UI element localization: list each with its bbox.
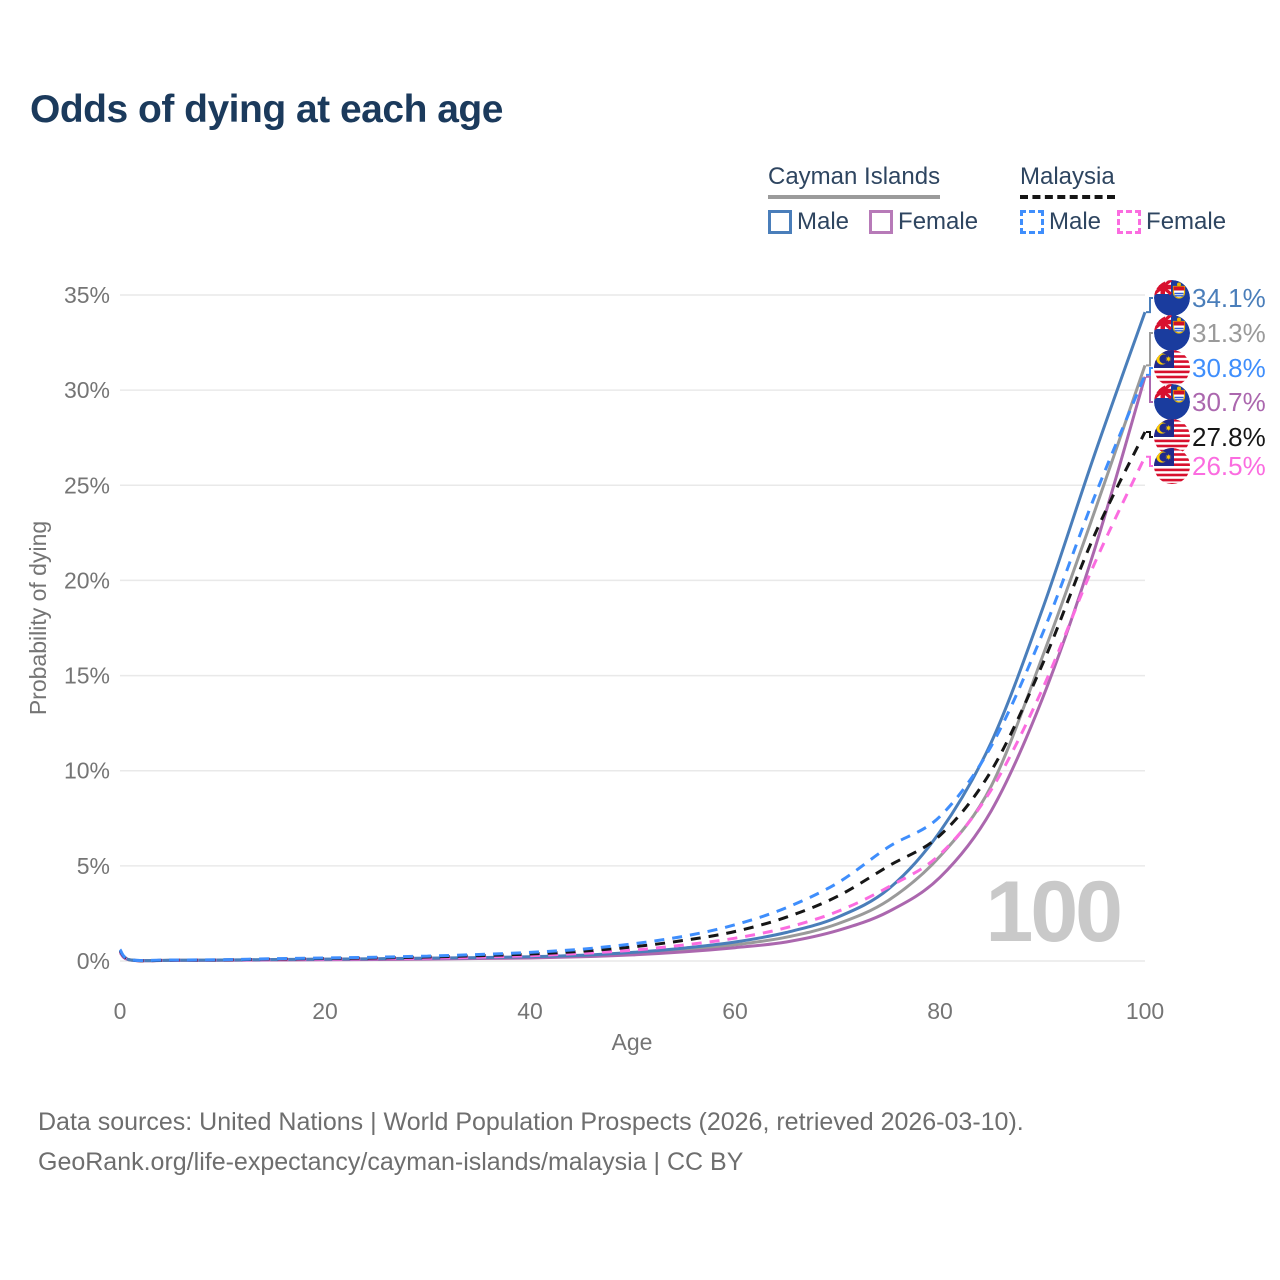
y-tick-label: 15% — [64, 663, 110, 689]
series-line-malaysia-male[interactable] — [118, 374, 1147, 963]
legend-heading-cayman-islands: Cayman Islands — [768, 163, 941, 199]
x-tick-label: 40 — [517, 998, 543, 1024]
page-title: Odds of dying at each age — [30, 88, 503, 131]
end-value-label: 31.3% — [1192, 318, 1266, 348]
end-value-label: 30.7% — [1192, 387, 1266, 417]
cayman-islands-flag-icon — [1154, 280, 1190, 316]
x-axis-title: Age — [612, 1029, 653, 1055]
y-tick-label: 25% — [64, 472, 110, 498]
end-value-label: 27.8% — [1192, 422, 1266, 452]
x-tick-label: 20 — [312, 998, 338, 1024]
end-value-label: 30.8% — [1192, 353, 1266, 383]
cayman-islands-flag-icon — [1154, 384, 1190, 420]
solid-line-swatch-icon — [869, 210, 894, 234]
end-label-connector — [1146, 297, 1153, 314]
end-label-connector — [1146, 455, 1153, 467]
x-tick-label: 80 — [927, 998, 953, 1024]
legend-heading-malaysia: Malaysia — [1020, 163, 1115, 199]
end-value-label: 26.5% — [1192, 451, 1266, 481]
dashed-line-swatch-icon — [1117, 210, 1142, 234]
legend-item-label: Male — [797, 208, 850, 235]
legend-item-label: Female — [1146, 208, 1227, 235]
y-tick-label: 20% — [64, 567, 110, 593]
legend-item-label: Male — [1049, 208, 1102, 235]
cayman-islands-flag-icon — [1154, 315, 1190, 351]
plot-area[interactable]: 0% 5% 10% 15% 20% 25% 30% 35% 0 20 40 60 80 100 100 34.… — [64, 280, 1266, 1024]
data-source-text: Data sources: United Nations | World Pop… — [38, 1108, 1024, 1136]
y-axis-title: Probability of dying — [25, 521, 51, 715]
y-tick-label: 10% — [64, 758, 110, 784]
legend-group-cayman-islands: Cayman Islands Male Female — [768, 163, 998, 236]
attribution-text: GeoRank.org/life-expectancy/cayman-islan… — [38, 1148, 744, 1176]
legend-group-malaysia: Malaysia Male Female — [1020, 163, 1246, 236]
x-tick-label: 100 — [1126, 998, 1164, 1024]
end-label-connector — [1146, 431, 1153, 438]
legend-item-cayman-male[interactable]: Male — [768, 208, 849, 236]
legend-item-cayman-female[interactable]: Female — [869, 208, 978, 236]
age-watermark: 100 — [986, 864, 1121, 960]
legend-item-malaysia-male[interactable]: Male — [1020, 208, 1101, 236]
malaysia-flag-icon — [1154, 448, 1190, 484]
x-tick-label: 60 — [722, 998, 748, 1024]
x-tick-label: 0 — [114, 998, 127, 1024]
end-value-label: 34.1% — [1192, 283, 1266, 313]
dashed-line-swatch-icon — [1020, 210, 1044, 234]
end-label-connector — [1146, 332, 1153, 367]
legend-item-malaysia-female[interactable]: Female — [1117, 208, 1226, 236]
y-tick-label: 5% — [77, 853, 110, 879]
y-tick-label: 35% — [64, 282, 110, 308]
y-tick-label: 0% — [77, 948, 110, 974]
end-label-connector — [1146, 367, 1153, 376]
legend-item-label: Female — [898, 208, 979, 235]
y-tick-label: 30% — [64, 377, 110, 403]
end-label-connector — [1146, 375, 1153, 403]
solid-line-swatch-icon — [768, 210, 792, 234]
malaysia-flag-icon — [1154, 350, 1190, 386]
